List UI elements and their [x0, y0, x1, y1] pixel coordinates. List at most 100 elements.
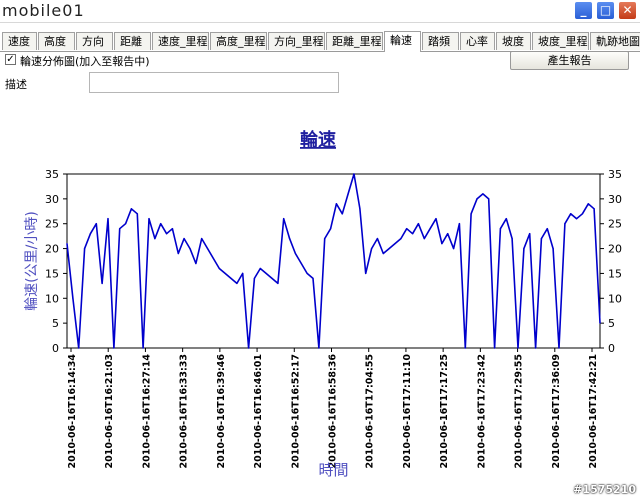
data-point-11 — [130, 208, 133, 210]
x-tick-label-2: 2010-06-16T16:27:14 — [141, 354, 152, 469]
x-tick-label-3: 2010-06-16T16:33:33 — [179, 354, 190, 469]
x-tick-label-10: 2010-06-16T17:17:25 — [439, 354, 450, 469]
close-button[interactable]: ✕ — [618, 1, 637, 20]
wheel-speed-chart: 輪速 0 0 5 5 10 10 15 15 20 20 25 25 30 30 35 35 輪速(公里/小時) 2… — [23, 129, 622, 479]
data-point-40 — [300, 262, 302, 265]
data-point-81 — [540, 238, 543, 240]
data-point-37 — [283, 218, 285, 220]
x-tick-label-5: 2010-06-16T16:46:01 — [253, 354, 264, 469]
data-point-61 — [423, 238, 425, 240]
tab-13[interactable]: 軌跡地圖 — [590, 32, 640, 50]
data-point-6 — [101, 282, 103, 284]
y-axis-label: 輪速(公里/小時) — [23, 211, 40, 311]
title-bar: mobile01 _ □ ✕ — [0, 0, 640, 23]
tab-1[interactable]: 高度 — [38, 32, 75, 50]
data-point-38 — [288, 238, 291, 240]
data-point-71 — [482, 193, 484, 195]
data-point-41 — [306, 272, 308, 275]
x-tick-label-14: 2010-06-16T17:42:21 — [588, 354, 599, 469]
y-tick-label-right-2: 10 — [608, 292, 622, 305]
x-tick-label-7: 2010-06-16T16:58:36 — [328, 354, 339, 469]
y-tick-label-left-6: 30 — [45, 193, 59, 206]
data-point-76 — [511, 238, 513, 240]
data-point-82 — [546, 228, 548, 230]
y-tick-label-left-2: 10 — [45, 292, 59, 305]
data-point-54 — [382, 252, 384, 255]
description-input[interactable] — [89, 72, 339, 93]
x-tick-label-11: 2010-06-16T17:23:42 — [476, 354, 487, 469]
data-point-68 — [464, 347, 466, 349]
y-tick-label-right-5: 25 — [608, 218, 622, 231]
tab-11[interactable]: 坡度 — [496, 32, 531, 50]
x-tick-label-13: 2010-06-16T17:36:09 — [551, 354, 562, 469]
data-point-9 — [119, 228, 121, 230]
watermark: #1575210 — [573, 483, 636, 496]
tab-12[interactable]: 坡度_里程 — [532, 32, 589, 50]
data-point-64 — [441, 243, 443, 245]
data-point-34 — [265, 272, 267, 275]
data-point-67 — [458, 223, 461, 225]
data-point-55 — [388, 247, 390, 250]
tab-strip: 速度 高度 方向 距離 速度_里程 高度_里程 方向_里程 距離_里程 輪速 踏頻 心率 坡度 坡度_里… — [0, 31, 640, 52]
data-point-50 — [359, 208, 361, 210]
description-label: 描述 — [5, 78, 27, 91]
data-point-27 — [224, 272, 226, 275]
data-point-56 — [394, 243, 396, 245]
y-tick-label-right-1: 5 — [608, 317, 615, 330]
tab-6[interactable]: 方向_里程 — [268, 32, 325, 50]
data-point-70 — [476, 198, 478, 200]
data-point-77 — [517, 347, 519, 349]
y-tick-label-right-6: 30 — [608, 193, 622, 206]
data-point-32 — [253, 277, 256, 279]
y-tick-label-left-7: 35 — [45, 168, 59, 181]
data-point-13 — [142, 347, 144, 349]
data-point-15 — [154, 238, 156, 240]
tab-10[interactable]: 心率 — [460, 32, 495, 50]
y-tick-label-left-5: 25 — [45, 218, 59, 231]
data-point-43 — [318, 347, 320, 349]
x-tick-label-9: 2010-06-16T17:11:10 — [402, 354, 413, 469]
data-point-7 — [107, 218, 109, 220]
x-tick-label-12: 2010-06-16T17:29:55 — [514, 354, 525, 469]
plot-frame — [66, 173, 601, 349]
data-point-39 — [294, 252, 297, 255]
minimize-button[interactable]: _ — [574, 1, 593, 20]
y-tick-label-left-3: 15 — [45, 267, 59, 280]
maximize-button[interactable]: □ — [596, 1, 615, 20]
data-point-57 — [400, 238, 402, 240]
tab-5[interactable]: 高度_里程 — [210, 32, 267, 50]
tab-9[interactable]: 踏頻 — [422, 32, 459, 50]
tab-8[interactable]: 輪速 — [384, 31, 421, 52]
tab-7[interactable]: 距離_里程 — [326, 32, 383, 50]
data-point-26 — [218, 267, 220, 270]
tab-3[interactable]: 距離 — [114, 32, 151, 50]
data-point-51 — [365, 272, 367, 275]
x-axis-label: 時間 — [318, 461, 348, 479]
data-point-10 — [124, 223, 127, 225]
y-tick-label-left-1: 5 — [52, 317, 59, 330]
data-point-73 — [493, 347, 496, 349]
generate-report-button[interactable]: 產生報告 — [510, 51, 629, 70]
data-point-31 — [247, 347, 250, 349]
data-point-60 — [417, 223, 420, 225]
data-point-3 — [83, 247, 86, 250]
tab-4[interactable]: 速度_里程 — [152, 32, 209, 50]
y-tick-label-left-4: 20 — [45, 243, 59, 256]
checkbox-label: 輪速分佈圖(加入至報告中) — [20, 55, 150, 68]
tab-0[interactable]: 速度 — [2, 32, 37, 50]
data-point-1 — [72, 297, 74, 299]
data-point-62 — [429, 228, 431, 230]
app-logo: mobile01 — [2, 1, 85, 20]
speed-distribution-checkbox[interactable]: ✓ — [5, 54, 16, 65]
series-line — [66, 173, 601, 349]
data-point-22 — [195, 262, 197, 265]
y-tick-label-right-4: 20 — [608, 243, 622, 256]
data-point-87 — [575, 218, 578, 220]
data-point-19 — [177, 252, 179, 255]
data-point-24 — [206, 247, 209, 250]
data-point-0 — [66, 243, 68, 245]
data-point-79 — [529, 233, 531, 235]
tab-2[interactable]: 方向 — [76, 32, 113, 50]
data-point-89 — [587, 203, 589, 205]
x-tick-label-1: 2010-06-16T16:21:03 — [104, 354, 115, 469]
